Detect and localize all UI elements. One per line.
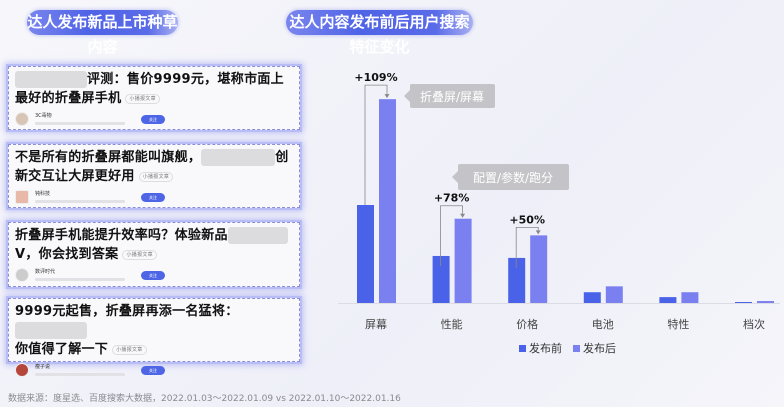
article-tag: 小播报文章: [125, 93, 160, 104]
article-title: 9999元起售，折叠屏再添一名猛将：: [15, 304, 239, 319]
change-bracket: [440, 205, 463, 266]
follow-button[interactable]: 关注: [141, 114, 165, 124]
bar-after: [530, 235, 548, 303]
right-panel-title: 达人内容发布前后用户搜索特征变化: [286, 10, 473, 56]
follow-button[interactable]: 关注: [141, 365, 165, 375]
redacted-block: [201, 149, 276, 166]
avatar: [15, 268, 29, 282]
x-tick-label: 档次: [743, 317, 765, 331]
article-tag: 小播报文章: [122, 249, 157, 260]
change-label: +109%: [354, 71, 397, 84]
arrow-icon: [384, 94, 390, 99]
bar-before: [432, 255, 450, 303]
arrow-icon: [460, 213, 466, 218]
article-card[interactable]: 评测：售价9999元，堪称市面上最好的折叠屏手机 小播报文章 3C毒物 关注: [8, 66, 300, 130]
x-tick-label: 性能: [441, 317, 463, 331]
redacted-block: [15, 322, 87, 339]
callout-folding-screen: 折叠屏/屏幕: [404, 84, 495, 108]
author-name: 3C毒物: [35, 113, 52, 119]
x-tick-label: 价格: [516, 317, 538, 331]
change-label: +78%: [434, 192, 470, 205]
bar-before: [735, 302, 752, 303]
arrow-icon: [535, 230, 541, 235]
meta-line: [35, 373, 125, 376]
left-panel-title: 达人发布新品上市种草内容: [27, 10, 178, 56]
article-title-cont: 创新交互让大屏更好用: [15, 150, 289, 184]
bar-after: [757, 301, 774, 303]
legend-label: 发布后: [583, 341, 616, 355]
change-bracket: [515, 226, 539, 268]
bar-before: [583, 292, 601, 303]
legend-label: 发布前: [529, 341, 562, 355]
avatar: [15, 363, 29, 377]
author-name: 瘦子说: [35, 364, 51, 370]
legend-swatch-before: [519, 345, 526, 352]
callout-config: 配置/参数/跑分: [452, 164, 569, 190]
legend: 发布前 发布后: [519, 341, 616, 355]
bar-after: [379, 99, 396, 303]
bar-after: [454, 218, 472, 303]
bar-after: [681, 292, 699, 303]
follow-button[interactable]: 关注: [141, 270, 165, 280]
article-title-cont: 你值得了解一下: [15, 342, 109, 357]
x-tick-label: 屏幕: [365, 317, 387, 331]
data-source-note: 数据来源：度星选、百度搜索大数据，2022.01.03～2022.01.09 v…: [8, 394, 401, 404]
meta-line: [35, 200, 125, 203]
article-title: 折叠屏手机能提升效率吗？体验新品: [15, 228, 228, 243]
redacted-block: [15, 71, 87, 88]
avatar: [15, 190, 29, 204]
bar-before: [357, 205, 374, 303]
change-label: +50%: [509, 213, 545, 226]
legend-swatch-after: [573, 345, 580, 352]
article-title: 不是所有的折叠屏都能叫旗舰，: [15, 150, 202, 165]
article-tag: 小播报文章: [138, 171, 174, 182]
author-name: 钝科技: [35, 191, 51, 197]
meta-line: [35, 122, 125, 125]
article-title-cont: V，你会找到答案: [15, 247, 119, 262]
bar-after: [605, 286, 623, 303]
change-bracket: [364, 84, 388, 205]
author-name: 数评时代: [35, 269, 56, 275]
meta-line: [35, 278, 125, 281]
article-card[interactable]: 不是所有的折叠屏都能叫旗舰， 创新交互让大屏更好用 小播报文章 钝科技 关注: [8, 144, 300, 208]
article-card[interactable]: 折叠屏手机能提升效率吗？体验新品 V，你会找到答案 小播报文章 数评时代 关注: [8, 222, 300, 287]
callout-label: 配置/参数/跑分: [473, 170, 553, 185]
x-tick-label: 特性: [667, 317, 689, 331]
redacted-block: [227, 227, 288, 244]
avatar: [15, 112, 29, 126]
x-tick-label: 电池: [592, 318, 614, 331]
article-card[interactable]: 9999元起售，折叠屏再添一名猛将： 你值得了解一下 小播报文章 瘦子说 关注: [8, 298, 300, 377]
callout-label: 折叠屏/屏幕: [420, 89, 484, 104]
bar-before: [508, 257, 526, 303]
follow-button[interactable]: 关注: [141, 192, 165, 202]
bar-before: [659, 297, 677, 303]
article-tag: 小播报文章: [112, 344, 147, 355]
article-title: 评测：售价9999元，堪称市面上最好的折叠屏手机: [15, 72, 284, 106]
